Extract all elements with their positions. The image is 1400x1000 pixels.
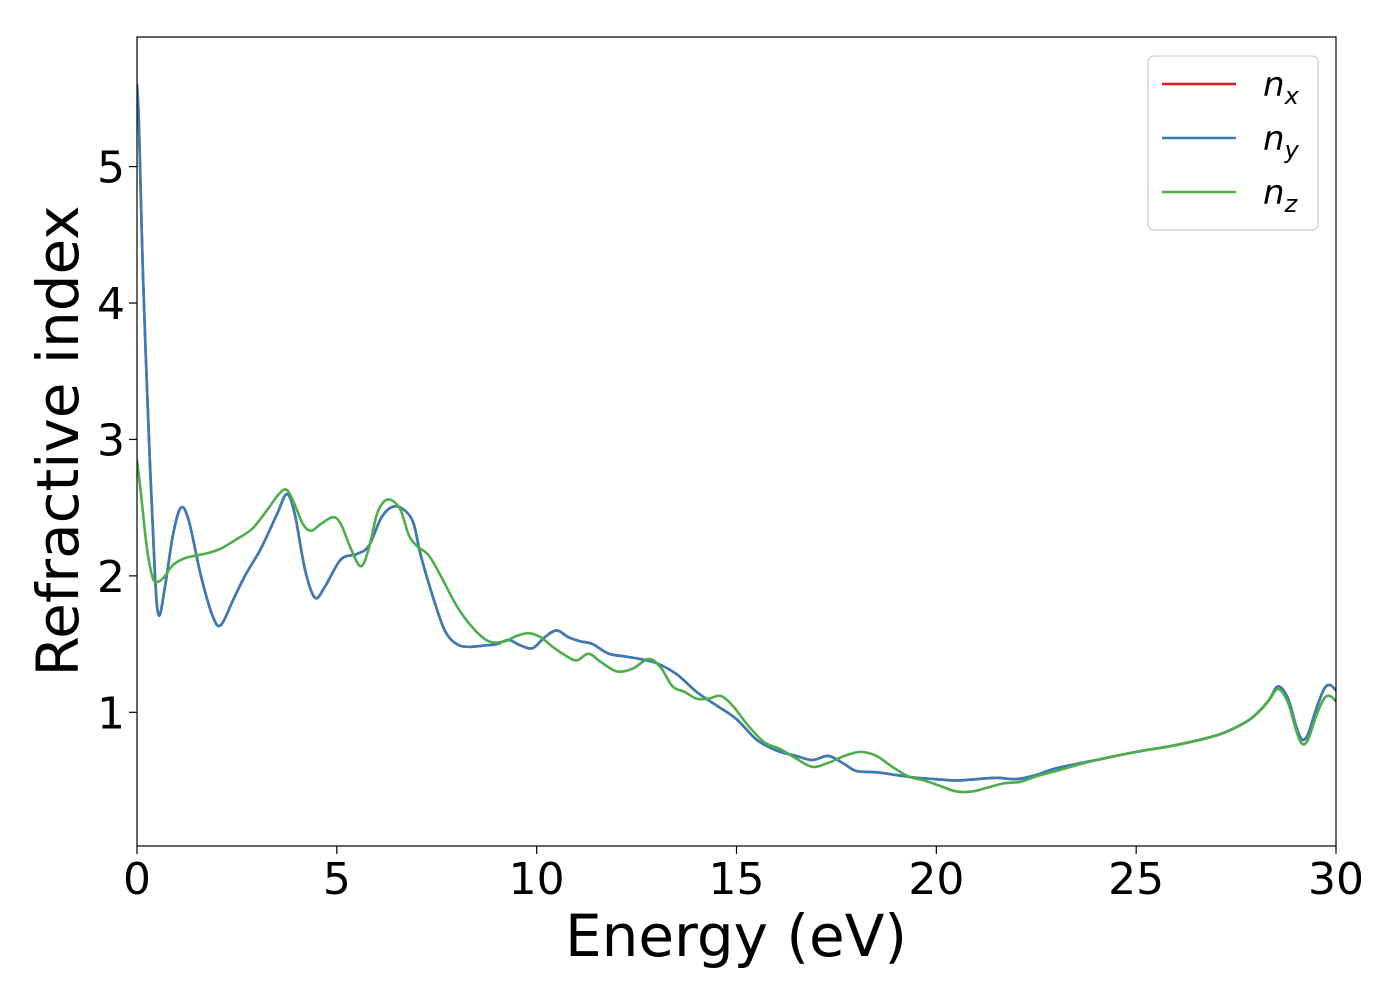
series-layer <box>137 83 1336 794</box>
x-tick-label: 15 <box>709 854 765 905</box>
y-tick-label: 1 <box>97 688 125 739</box>
x-tick-label: 10 <box>509 854 565 905</box>
legend-label-y: ny <box>1263 119 1300 164</box>
x-tick-label: 5 <box>323 854 351 905</box>
legend-label-base: n <box>1263 119 1285 159</box>
legend-label-subscript: x <box>1284 82 1300 110</box>
legend-label-subscript: z <box>1284 190 1299 218</box>
y-tick-label: 2 <box>97 552 125 603</box>
y-tick-label: 3 <box>97 415 125 466</box>
legend-box <box>1147 55 1319 231</box>
x-tick-label: 30 <box>1308 854 1364 905</box>
legend-label-x: nx <box>1263 65 1300 110</box>
y-tick-label: 5 <box>97 143 125 194</box>
legend-label-z: nz <box>1263 173 1299 218</box>
y-tick-label: 4 <box>97 279 125 330</box>
series-line-z <box>137 458 1336 794</box>
legend-label-base: n <box>1263 173 1285 213</box>
x-tick-label: 20 <box>908 854 964 905</box>
legend-label-subscript: y <box>1284 136 1300 164</box>
x-tick-label: 0 <box>123 854 151 905</box>
x-axis: 0 5 10 15 20 25 30 <box>123 846 1364 905</box>
y-axis: 1 2 3 4 5 <box>97 143 137 739</box>
y-axis-label: Refractive index <box>24 205 92 676</box>
x-axis-label: Energy (eV) <box>565 902 907 970</box>
legend-label-base: n <box>1263 65 1285 105</box>
x-tick-label: 25 <box>1108 854 1164 905</box>
